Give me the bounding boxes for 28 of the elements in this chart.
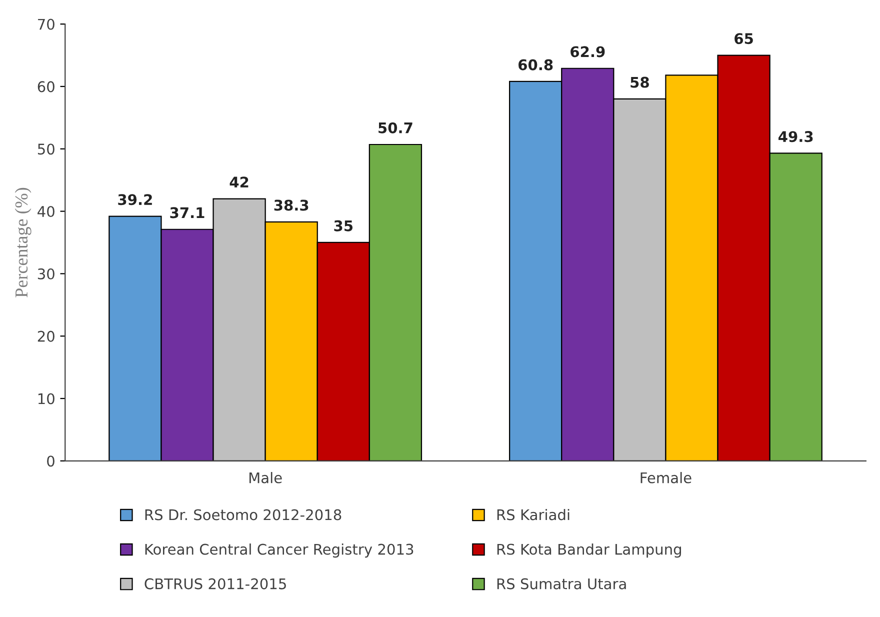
x-tick-label: Female [640, 472, 692, 484]
y-tick-label: 40 [38, 206, 54, 218]
legend-label: RS Sumatra Utara [497, 578, 626, 590]
y-tick-label: 50 [38, 144, 54, 155]
data-label: 49.3 [778, 131, 813, 142]
y-tick-label: 0 [47, 456, 54, 467]
y-tick-label: 20 [38, 330, 54, 342]
data-label: 42 [230, 176, 248, 188]
data-label: 62.9 [570, 46, 605, 58]
data-label: 58 [630, 76, 649, 88]
data-label: 38.3 [274, 200, 308, 211]
y-tick-label: 70 [38, 18, 54, 30]
data-label: 35 [334, 220, 353, 232]
data-label: 65 [734, 33, 753, 44]
legend-label: CBTRUS 2011-2015 [144, 578, 286, 590]
legend-label: Korean Central Cancer Registry 2013 [145, 544, 414, 558]
x-tick-label: Male [249, 472, 282, 484]
data-label: 50.7 [378, 122, 412, 134]
y-tick-label: 60 [38, 81, 54, 92]
legend-label: RS Kariadi [497, 508, 570, 520]
legend-label: RS Dr. Soetomo 2012-2018 [145, 509, 342, 520]
legend-label: RS Kota Bandar Lampung [497, 544, 681, 558]
data-label: 60.8 [518, 59, 553, 70]
y-tick-label: 30 [38, 268, 54, 280]
data-label: 39.2 [118, 194, 152, 206]
data-label: 37.1 [170, 207, 204, 218]
y-axis-title: Percentage (%) [14, 188, 32, 298]
y-tick-label: 10 [38, 393, 54, 404]
